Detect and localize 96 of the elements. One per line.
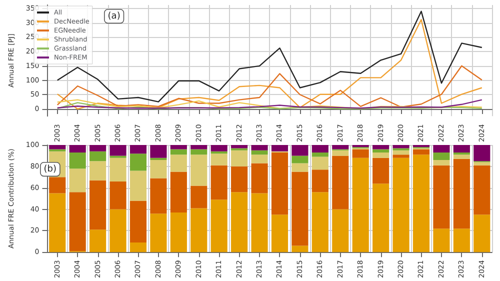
bar [392, 150, 410, 155]
bar [170, 212, 187, 252]
bar [352, 149, 369, 158]
bar [292, 246, 308, 252]
line-series [56, 102, 482, 110]
bar [231, 166, 248, 192]
bar [332, 150, 349, 156]
bar [251, 193, 268, 252]
bar [210, 200, 228, 252]
bar [474, 214, 490, 252]
bar [150, 145, 167, 158]
bar [130, 200, 147, 243]
bar [312, 156, 328, 170]
bar [231, 145, 248, 148]
bar [292, 163, 308, 172]
bar [312, 192, 328, 252]
bar [150, 214, 167, 252]
line-series [56, 65, 482, 108]
bar [110, 181, 126, 210]
bar [130, 242, 147, 252]
bar [392, 158, 410, 252]
bar [170, 172, 187, 213]
bar [312, 152, 328, 157]
bar [372, 158, 390, 184]
bar [453, 158, 470, 229]
bar [433, 152, 450, 160]
bar [453, 145, 470, 153]
bar [69, 152, 86, 169]
bar [210, 165, 228, 200]
bar [312, 170, 328, 192]
bar [210, 145, 228, 152]
bar [90, 230, 106, 252]
bar [49, 193, 66, 252]
bar [433, 145, 450, 153]
bar [231, 150, 248, 166]
bar [352, 158, 369, 252]
bar [190, 186, 208, 208]
bar [130, 170, 147, 201]
bar [110, 209, 126, 252]
bar [332, 209, 349, 252]
bar [372, 152, 390, 158]
bar [474, 165, 490, 215]
bar [474, 145, 490, 162]
bar [251, 150, 268, 155]
bar [69, 192, 86, 252]
bar [433, 228, 450, 252]
bar [332, 145, 349, 150]
annotation: (a) [108, 11, 120, 22]
bar [412, 149, 430, 155]
bar [372, 184, 390, 252]
bar [474, 162, 490, 166]
bar [433, 165, 450, 229]
bar [271, 214, 288, 252]
bar [292, 156, 308, 164]
bar [271, 145, 288, 152]
bar [90, 161, 106, 180]
bar [170, 154, 187, 172]
bar [312, 145, 328, 153]
bar [190, 208, 208, 252]
bar [49, 145, 66, 150]
bar [130, 145, 147, 154]
bar [190, 154, 208, 186]
bar [90, 151, 106, 162]
bar [332, 156, 349, 210]
bar [210, 154, 228, 166]
bar [69, 145, 86, 153]
bar [292, 172, 308, 246]
bar [392, 145, 410, 148]
bar [392, 154, 410, 158]
bar [453, 228, 470, 252]
bar [251, 154, 268, 164]
bar [150, 160, 167, 178]
bar [412, 154, 430, 252]
bar [231, 192, 248, 252]
bar [251, 145, 268, 150]
bar [190, 145, 208, 150]
bar [190, 149, 208, 155]
bar [150, 158, 167, 160]
bar [110, 158, 126, 182]
bar [130, 154, 147, 171]
bar [292, 145, 308, 156]
bar [210, 151, 228, 154]
bar [453, 154, 470, 159]
annotation: (b) [44, 164, 57, 174]
bar [251, 163, 268, 194]
bar [110, 145, 126, 156]
bar [433, 160, 450, 166]
bar [69, 168, 86, 192]
bar [90, 180, 106, 230]
bar [372, 145, 390, 150]
bar [150, 178, 167, 214]
bar [372, 149, 390, 153]
bar [90, 145, 106, 152]
bar [170, 149, 187, 155]
bar [170, 145, 187, 150]
bar [271, 152, 288, 215]
